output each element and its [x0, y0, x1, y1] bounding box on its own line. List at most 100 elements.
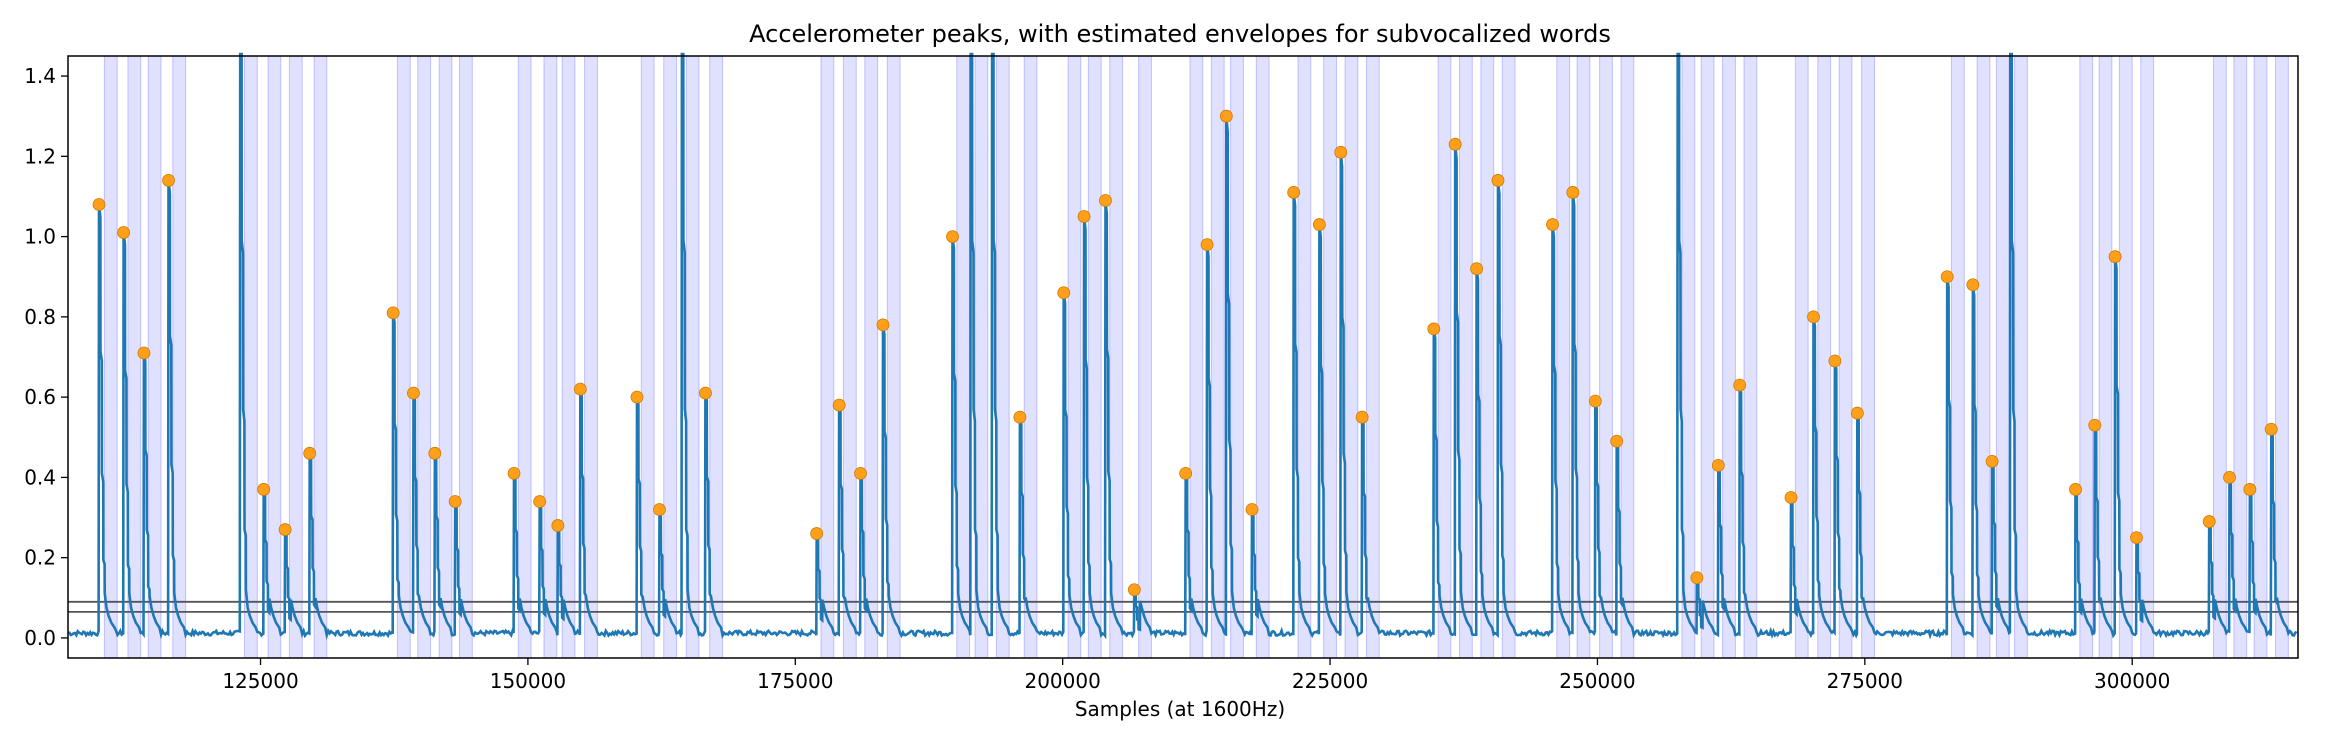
- peak-point: [1985, 454, 1999, 468]
- peak-point: [386, 306, 400, 320]
- envelope-band: [2098, 55, 2113, 659]
- x-axis-label: Samples (at 1600Hz): [1075, 697, 1285, 721]
- envelope-band: [458, 55, 473, 659]
- envelope-band: [1995, 55, 2010, 659]
- x-axis-ticks: 125000 150000 175000 200000 225000 250000 2750…: [222, 658, 2170, 693]
- envelope-band: [1950, 55, 1965, 659]
- chart-title: Accelerometer peaks, with estimated enve…: [749, 20, 1611, 48]
- peak-point: [162, 174, 175, 187]
- peak-point: [573, 382, 587, 396]
- envelope-band: [864, 55, 879, 659]
- peak-point: [1491, 174, 1505, 187]
- envelope-band: [2253, 55, 2268, 659]
- peak-point: [1940, 270, 1954, 284]
- envelope-band: [417, 55, 432, 659]
- envelope-band: [2140, 55, 2155, 659]
- y-axis-ticks: 0.0 0.2 0.4 0.6 0.8 1.0 1.2 1.4: [24, 64, 68, 650]
- peak-point: [257, 483, 271, 496]
- envelope-band: [1794, 55, 1809, 659]
- envelope-band: [1620, 55, 1635, 659]
- envelope-band: [842, 55, 857, 659]
- x-tick-label: 175000: [757, 669, 833, 693]
- peak-point: [1287, 186, 1301, 199]
- peak-point: [876, 318, 890, 332]
- peak-point: [630, 390, 644, 404]
- envelope-band: [438, 55, 453, 659]
- peak-point: [1200, 238, 1214, 252]
- plot-frame: [67, 55, 2299, 659]
- peak-point: [551, 519, 565, 532]
- peak-point: [1807, 310, 1820, 324]
- x-tick-label: 125000: [222, 669, 298, 693]
- peak-point: [278, 523, 292, 536]
- peak-point: [2108, 250, 2122, 264]
- peak-point: [1179, 466, 1193, 480]
- envelope-band: [396, 55, 411, 659]
- peak-point: [137, 346, 151, 360]
- x-tick-label: 150000: [490, 669, 566, 693]
- envelope-band: [1189, 55, 1204, 659]
- envelope-band: [1722, 55, 1736, 659]
- peak-point: [1784, 491, 1798, 504]
- peak-point: [92, 198, 106, 211]
- peak-point: [2243, 483, 2257, 496]
- envelope-band: [584, 55, 598, 659]
- envelope-band: [267, 55, 282, 659]
- peak-point: [1546, 218, 1559, 231]
- envelope-band: [1480, 55, 1495, 659]
- envelope-band: [1838, 55, 1853, 659]
- envelope-band: [147, 55, 162, 659]
- x-tick-label: 200000: [1024, 669, 1100, 693]
- peak-point: [1334, 145, 1348, 159]
- peak-point: [1711, 458, 1725, 472]
- peak-point: [303, 446, 317, 460]
- x-tick-label: 275000: [1827, 669, 1903, 693]
- y-tick-label: 0.8: [24, 305, 56, 329]
- peak-point: [1355, 410, 1369, 424]
- peak-point: [428, 446, 442, 460]
- peak-point: [2264, 422, 2278, 436]
- envelope-band: [1817, 55, 1832, 659]
- peak-point: [1850, 406, 1864, 420]
- y-tick-label: 1.2: [24, 144, 56, 168]
- envelope-band: [1700, 55, 1715, 659]
- envelope-band: [313, 55, 328, 659]
- peak-point: [699, 386, 712, 400]
- envelope-band: [2118, 55, 2133, 659]
- envelope-band: [1067, 55, 1082, 659]
- envelope-band: [886, 55, 901, 659]
- y-tick-label: 0.0: [24, 626, 56, 650]
- y-tick-label: 0.2: [24, 546, 56, 570]
- peak-point: [1219, 109, 1233, 123]
- peak-point: [2088, 418, 2102, 432]
- peak-point: [117, 226, 131, 239]
- envelope-band: [288, 55, 303, 659]
- envelope-band: [2213, 55, 2227, 659]
- x-tick-label: 225000: [1292, 669, 1368, 693]
- peak-point: [407, 386, 420, 400]
- peak-point: [1099, 194, 1112, 207]
- envelope-band: [1437, 55, 1452, 659]
- peak-point: [1566, 186, 1580, 199]
- y-tick-label: 1.0: [24, 225, 56, 249]
- y-tick-label: 0.4: [24, 465, 56, 489]
- envelope-band: [2233, 55, 2248, 659]
- peak-point: [1077, 210, 1091, 223]
- peak-point: [1057, 286, 1071, 300]
- peak-point: [1013, 410, 1027, 424]
- envelope-band: [1599, 55, 1613, 659]
- peak-point: [1448, 137, 1462, 151]
- peak-point: [2202, 515, 2216, 528]
- envelope-band: [2079, 55, 2094, 659]
- envelope-band: [543, 55, 558, 659]
- peak-point: [1828, 354, 1842, 368]
- peak-point: [653, 503, 666, 516]
- peak-point: [854, 466, 867, 480]
- peak-point: [1733, 378, 1747, 392]
- envelope-band: [1861, 55, 1875, 659]
- peak-point: [810, 527, 824, 540]
- envelope-band: [1976, 55, 1991, 659]
- envelope-band: [1255, 55, 1270, 659]
- peak-point: [1127, 583, 1141, 597]
